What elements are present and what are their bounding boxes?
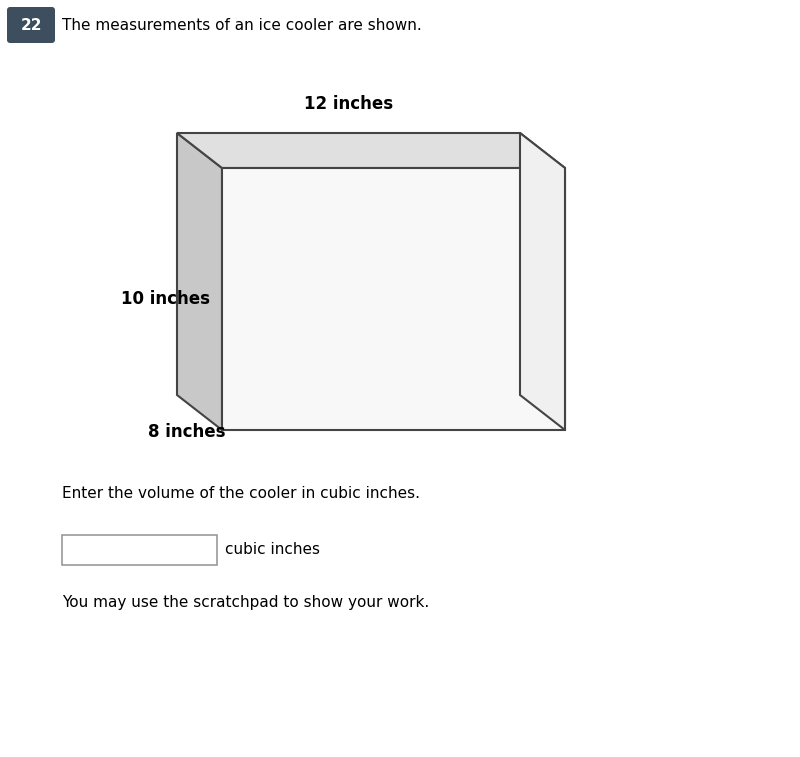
Text: 10 inches: 10 inches (121, 290, 210, 308)
Polygon shape (520, 133, 565, 430)
Text: cubic inches: cubic inches (225, 543, 320, 557)
Polygon shape (177, 133, 222, 430)
FancyBboxPatch shape (7, 7, 55, 43)
Bar (62, 535, 217, 565)
Polygon shape (222, 168, 565, 430)
Text: Enter the volume of the cooler in cubic inches.: Enter the volume of the cooler in cubic … (62, 485, 420, 500)
Text: 22: 22 (20, 17, 42, 33)
Polygon shape (177, 133, 565, 168)
Text: You may use the scratchpad to show your work.: You may use the scratchpad to show your … (62, 596, 430, 610)
Text: 8 inches: 8 inches (148, 423, 226, 441)
Text: 12 inches: 12 inches (304, 95, 393, 113)
Text: The measurements of an ice cooler are shown.: The measurements of an ice cooler are sh… (62, 17, 422, 33)
